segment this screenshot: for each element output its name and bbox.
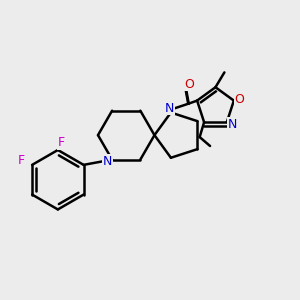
Text: F: F (58, 136, 65, 149)
Text: N: N (165, 102, 174, 115)
Text: N: N (227, 118, 237, 131)
Text: O: O (234, 93, 244, 106)
Text: N: N (103, 154, 112, 168)
Text: O: O (184, 78, 194, 91)
Text: F: F (18, 154, 25, 167)
